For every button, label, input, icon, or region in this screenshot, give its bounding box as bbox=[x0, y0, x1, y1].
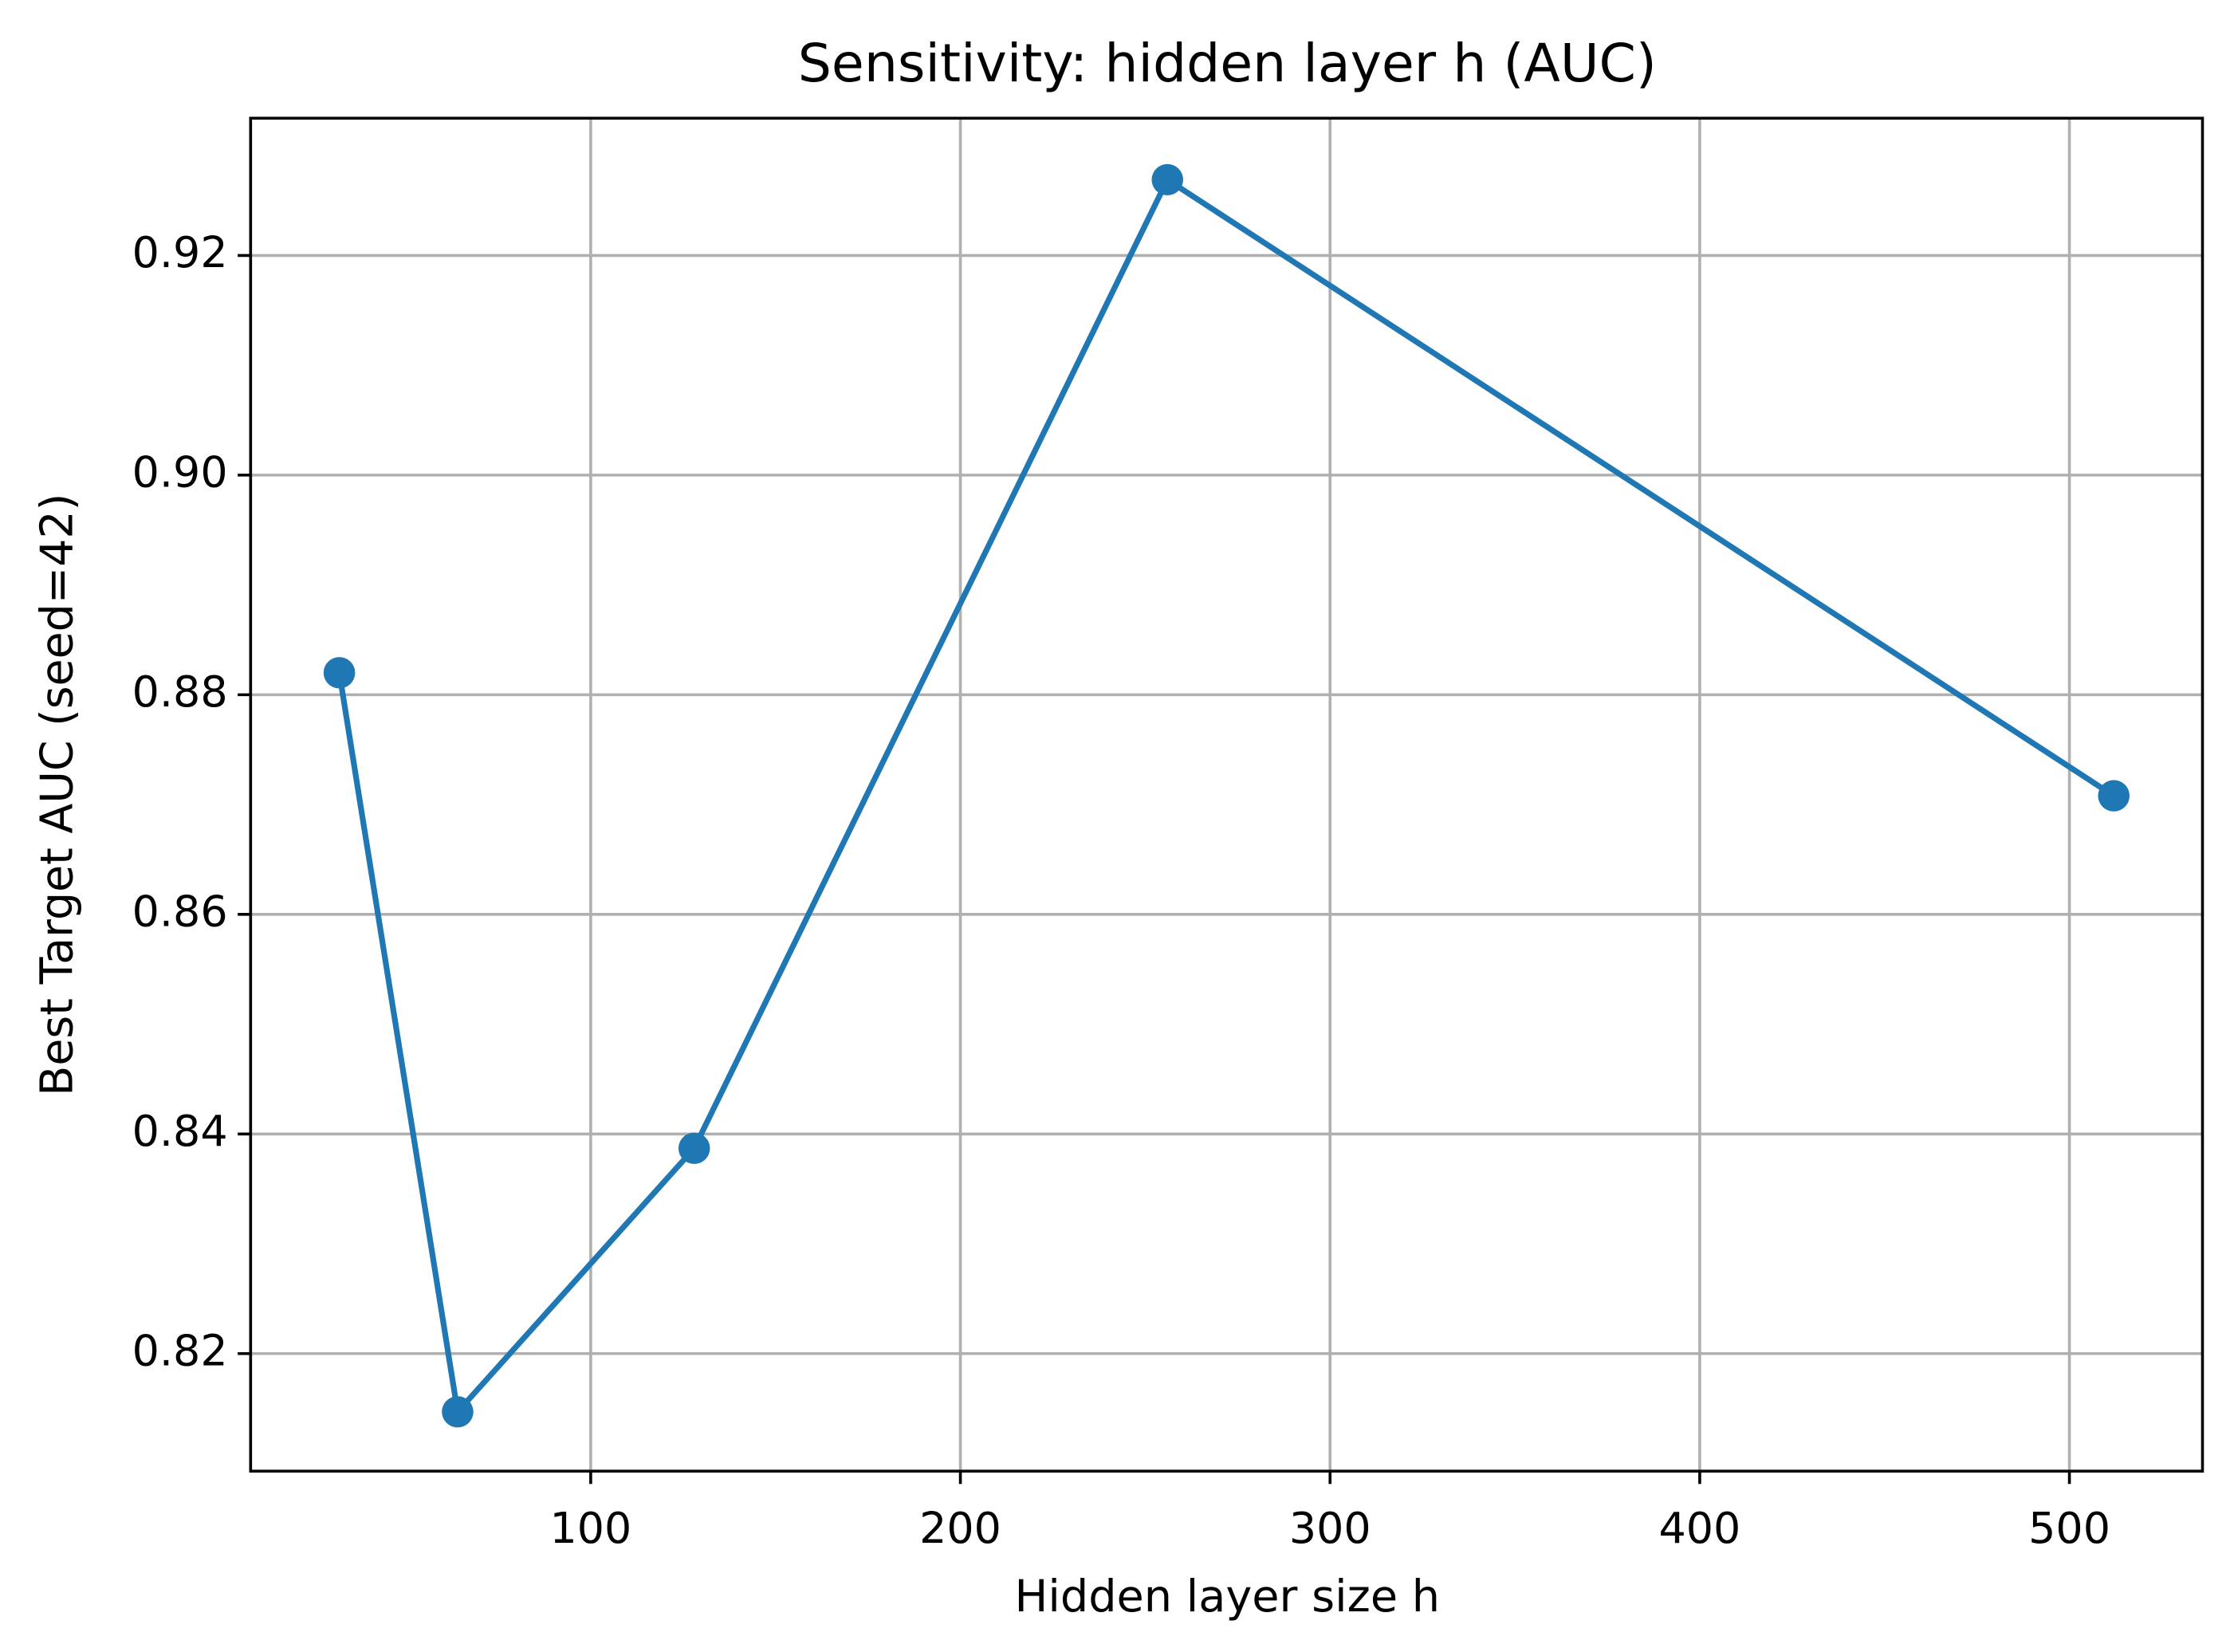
y-tick-label: 0.92 bbox=[132, 227, 228, 277]
grid bbox=[250, 118, 2203, 1472]
axes-frame bbox=[249, 116, 2205, 1473]
y-tick-label: 0.90 bbox=[132, 447, 228, 498]
y-tick-label: 0.86 bbox=[132, 887, 228, 937]
data-point bbox=[1151, 163, 1183, 196]
y-tick-label: 0.82 bbox=[132, 1326, 228, 1376]
y-tick-label: 0.84 bbox=[132, 1106, 228, 1156]
x-tick-label: 200 bbox=[919, 1503, 1001, 1553]
x-axis-label: Hidden layer size h bbox=[1015, 1571, 1441, 1622]
x-tick-label: 400 bbox=[1658, 1503, 1740, 1553]
x-tick-label: 500 bbox=[2028, 1503, 2110, 1553]
data-point bbox=[323, 657, 356, 689]
data-point bbox=[678, 1132, 710, 1164]
data-point bbox=[442, 1396, 474, 1428]
y-tick-label: 0.88 bbox=[132, 667, 228, 717]
plot-area bbox=[323, 163, 2130, 1428]
chart-title: Sensitivity: hidden layer h (AUC) bbox=[798, 32, 1657, 94]
x-tick-label: 100 bbox=[549, 1503, 631, 1553]
data-point bbox=[2098, 780, 2130, 812]
x-tick-label: 300 bbox=[1289, 1503, 1371, 1553]
y-axis-label: Best Target AUC (seed=42) bbox=[31, 494, 83, 1096]
